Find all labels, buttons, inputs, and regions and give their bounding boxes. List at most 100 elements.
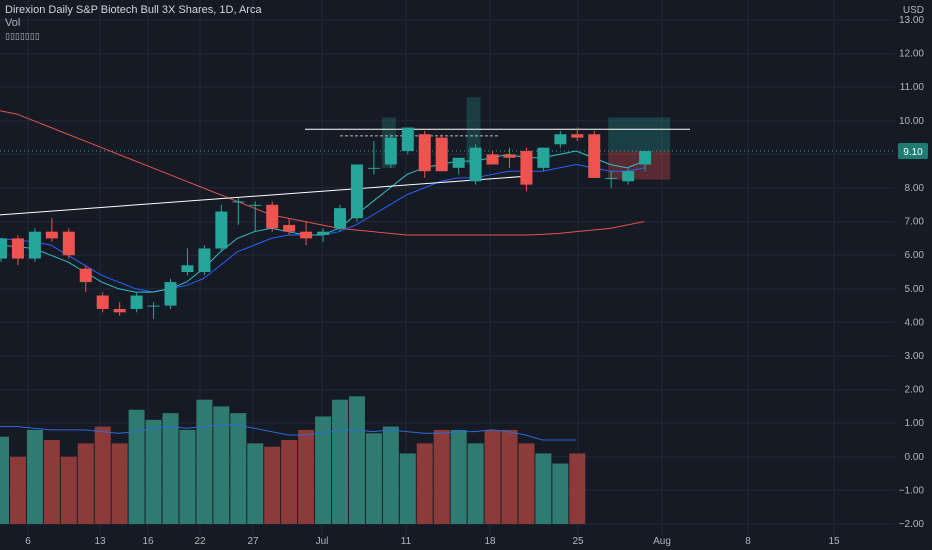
- candle-body: [317, 231, 330, 236]
- candle-body: [503, 154, 516, 158]
- candle-body: [469, 147, 482, 182]
- x-tick-label: 16: [142, 536, 154, 547]
- candle-body: [622, 171, 635, 182]
- volume-bar: [416, 443, 433, 524]
- candle-body: [605, 177, 618, 179]
- volume-bar: [111, 443, 128, 524]
- candle-body: [130, 295, 143, 309]
- candle-body: [198, 248, 211, 272]
- volume-bar: [382, 426, 399, 524]
- candle-body: [232, 201, 245, 203]
- x-tick-label: Jul: [316, 536, 329, 547]
- last-price-label: 9.10: [903, 147, 923, 158]
- volume-bar: [264, 446, 281, 524]
- candle-body: [62, 231, 75, 256]
- candle-body: [79, 268, 92, 283]
- chart-legend: Direxion Daily S&P Biotech Bull 3X Share…: [5, 4, 262, 43]
- volume-bar: [196, 399, 213, 524]
- volume-bar: [179, 429, 196, 524]
- y-tick-label: 13.00: [899, 15, 924, 26]
- candle-body: [113, 308, 126, 313]
- last-price-badge: [898, 143, 928, 160]
- volume-bar: [348, 396, 365, 524]
- candle-body: [300, 231, 313, 239]
- volume-bar: [0, 436, 9, 524]
- volume-bar: [213, 406, 230, 524]
- x-tick-label: 13: [94, 536, 106, 547]
- volume-bar: [552, 463, 569, 524]
- y-tick-label: 8.00: [905, 183, 925, 194]
- volume-bar: [315, 416, 332, 524]
- volume-bar: [9, 456, 26, 524]
- volume-bar: [365, 433, 382, 524]
- volume-bar: [399, 453, 416, 524]
- volume-bar: [298, 429, 315, 524]
- candle-body: [639, 151, 652, 165]
- volume-bar: [332, 399, 348, 524]
- candle-body: [537, 147, 550, 168]
- y-tick-label: 3.00: [905, 351, 925, 362]
- profit-zone: [608, 117, 671, 152]
- volume-bar: [501, 429, 518, 524]
- volume-bar: [281, 440, 298, 524]
- volume-label: Vol: [5, 17, 21, 29]
- y-tick-label: 2.00: [905, 385, 925, 396]
- x-tick-label: 8: [745, 536, 751, 547]
- volume-bar: [467, 443, 484, 524]
- y-tick-label: 7.00: [905, 217, 925, 228]
- volume-bar: [43, 440, 60, 524]
- volume-ma-line: [0, 424, 577, 441]
- candle-body: [249, 204, 262, 206]
- x-tick-label: 27: [247, 536, 259, 547]
- indicator-glyphs: ▯▯▯▯▯▯▯: [5, 31, 40, 41]
- candle-body: [0, 238, 7, 259]
- candle-body: [418, 134, 431, 172]
- y-tick-label: 5.00: [905, 284, 925, 295]
- x-tick-label: 18: [484, 536, 496, 547]
- x-tick-label: 15: [828, 536, 840, 547]
- candle-body: [11, 238, 24, 259]
- candle-body: [401, 127, 414, 152]
- y-tick-label: 4.00: [905, 317, 925, 328]
- y-tick-label: 11.00: [900, 82, 925, 93]
- candle-body: [283, 224, 296, 232]
- currency-label: USD: [902, 5, 924, 16]
- y-tick-label: 1.00: [905, 418, 925, 429]
- candle-body: [350, 164, 363, 219]
- candle-body: [45, 231, 58, 239]
- x-tick-label: Aug: [653, 536, 671, 547]
- volume-bar: [128, 409, 145, 524]
- volume-bar: [450, 429, 467, 524]
- volume-bar: [518, 443, 535, 524]
- candle-body: [334, 208, 346, 229]
- y-tick-label: 0.00: [905, 452, 925, 463]
- candle-body: [147, 305, 160, 307]
- volume-bar: [145, 419, 162, 524]
- candle-body: [452, 157, 465, 168]
- candle-body: [96, 295, 109, 309]
- candle-body: [266, 204, 279, 229]
- y-tick-label: 12.00: [899, 49, 924, 60]
- volume-bar: [94, 426, 111, 524]
- symbol-title: Direxion Daily S&P Biotech Bull 3X Share…: [5, 4, 262, 16]
- volume-bar: [433, 429, 450, 524]
- candle-body: [520, 151, 533, 185]
- x-tick-label: 11: [401, 536, 412, 547]
- volume-bar: [77, 443, 94, 524]
- volume-bar: [569, 453, 586, 524]
- volume-bar: [535, 453, 552, 524]
- trendline-support: [0, 175, 527, 216]
- volume-bar: [484, 429, 501, 524]
- volume-bar: [162, 413, 179, 524]
- y-tick-label: −2.00: [899, 519, 925, 530]
- y-tick-label: 6.00: [905, 250, 925, 261]
- y-tick-label: −1.00: [899, 485, 925, 496]
- candle-body: [435, 137, 448, 172]
- volume-bar: [230, 413, 247, 524]
- candle-body: [181, 265, 194, 272]
- x-tick-label: 25: [572, 536, 584, 547]
- volume-bar: [60, 456, 77, 524]
- candle-body: [571, 134, 584, 138]
- candle-body: [215, 211, 228, 249]
